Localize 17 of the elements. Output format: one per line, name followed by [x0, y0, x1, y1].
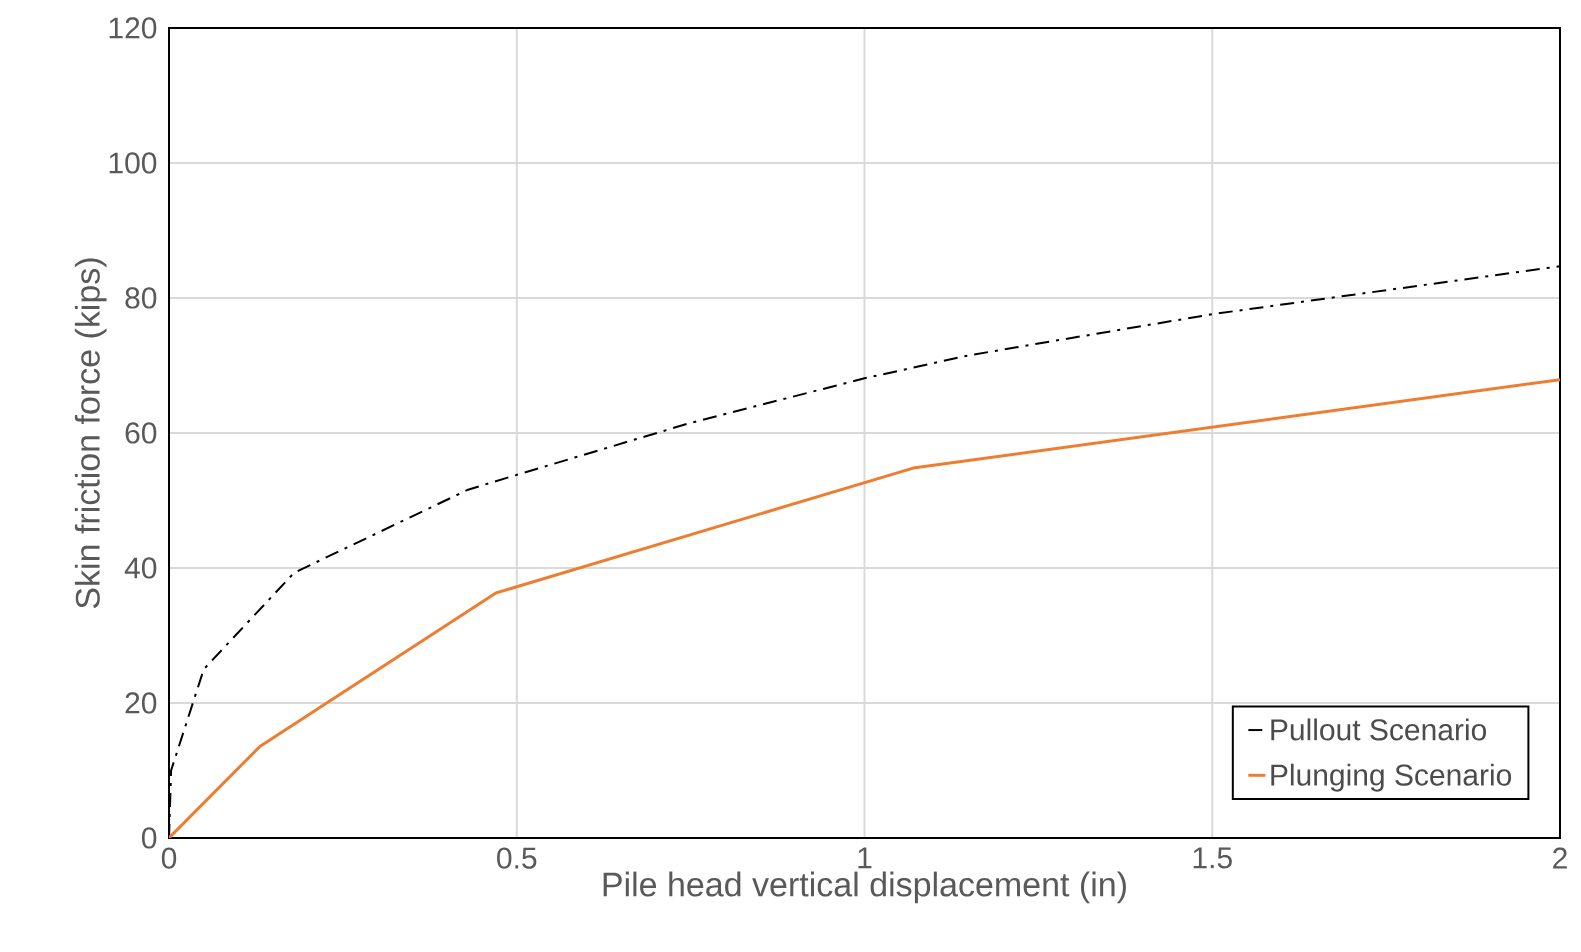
y-tick-label: 60 — [125, 422, 157, 444]
y-tick-label: 80 — [125, 287, 157, 309]
legend-label: Pullout Scenario — [1271, 718, 1487, 741]
x-tick-label: 2 — [1553, 847, 1567, 869]
y-tick-label: 120 — [109, 17, 157, 39]
line-series — [169, 378, 1560, 838]
x-tick-label: 0 — [161, 847, 177, 869]
x-tick-label: 1.5 — [1193, 847, 1232, 869]
y-axis-title: Skin friction force (kips) — [74, 258, 107, 609]
legend-label: Plunging Scenario — [1271, 763, 1512, 792]
y-tick-label: 20 — [125, 692, 157, 714]
y-tick-label: 100 — [109, 152, 157, 174]
y-tick-label: 40 — [124, 557, 157, 579]
y-tick-label: 0 — [141, 827, 157, 849]
x-axis-title: Pile head vertical displacement (in) — [603, 871, 1126, 904]
x-tick-label: 0.5 — [497, 847, 537, 869]
x-tick-label: 1 — [858, 847, 872, 869]
